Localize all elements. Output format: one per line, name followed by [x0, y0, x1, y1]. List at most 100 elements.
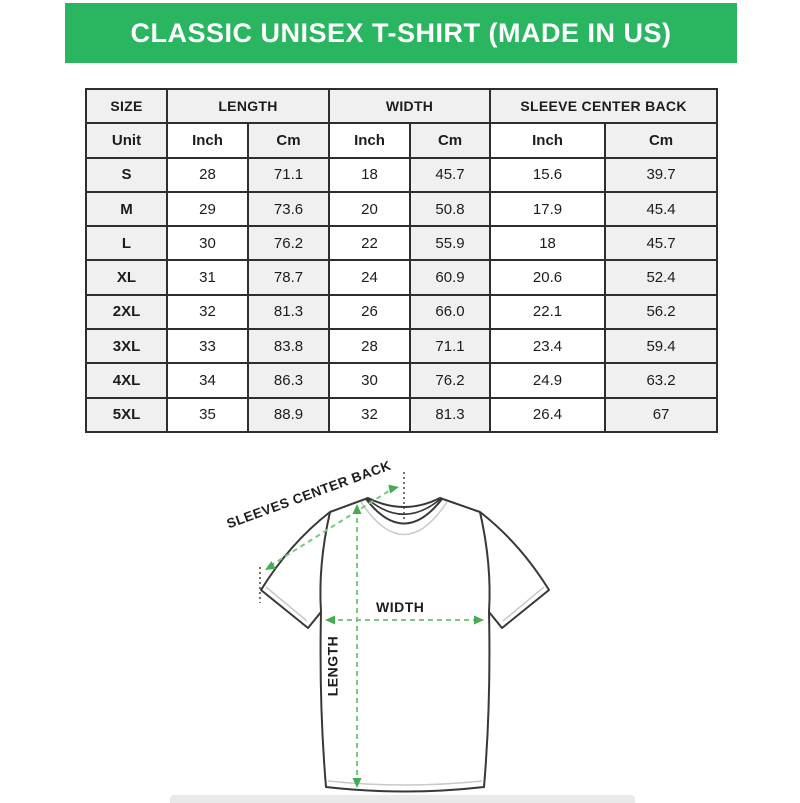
sleeve-cm-value: 63.2: [604, 362, 719, 399]
collar-back-shadow: [360, 501, 448, 536]
width-cm-value: 76.2: [409, 362, 492, 399]
length-cm-header: Cm: [246, 122, 331, 159]
size-chart-table-container: SIZE LENGTH WIDTH SLEEVE CENTER BACK Uni…: [85, 87, 719, 434]
width-arrowhead-right: [474, 615, 484, 625]
length-cm-value: 78.7: [246, 259, 331, 296]
col-header-length: LENGTH: [165, 87, 331, 125]
sleeve-cm-value: 67: [604, 396, 719, 434]
width-inch-value: 20: [328, 190, 412, 228]
sleeve-inch-value: 15.6: [489, 156, 607, 193]
sleeve-center-back-arrowhead-top: [388, 484, 399, 494]
sleeve-inch-value: 17.9: [489, 190, 607, 228]
length-inch-value: 35: [166, 396, 249, 434]
width-inch-value: 18: [328, 156, 412, 193]
width-cm-value: 50.8: [409, 190, 492, 228]
length-inch-value: 29: [166, 190, 249, 228]
collar-opening: [365, 498, 443, 525]
length-cm-value: 76.2: [246, 225, 331, 262]
table-row-2xl: 2XL 32 81.3 26 66.0 22.1 56.2: [85, 293, 719, 331]
col-header-size: SIZE: [85, 87, 168, 125]
sleeve-center-back-arrow-line: [269, 488, 393, 567]
sleeve-inch-value: 18: [489, 225, 607, 262]
width-inch-value: 30: [328, 362, 412, 399]
width-cm-value: 71.1: [409, 328, 492, 365]
sleeve-center-back-arrowhead-bottom: [265, 561, 276, 570]
tshirt-outline: [260, 497, 550, 793]
sleeve-inch-value: 24.9: [489, 362, 607, 399]
left-cuff-stitch-line: [265, 586, 308, 622]
sleeve-cm-value: 56.2: [604, 293, 719, 331]
size-label: 4XL: [85, 362, 168, 399]
length-cm-value: 88.9: [246, 396, 331, 434]
length-arrowhead-top: [352, 504, 362, 514]
width-inch-header: Inch: [328, 122, 412, 159]
table-group-header-row: SIZE LENGTH WIDTH SLEEVE CENTER BACK: [85, 87, 719, 125]
sleeve-cm-value: 45.7: [604, 225, 719, 262]
length-inch-header: Inch: [166, 122, 249, 159]
sleeve-cm-header: Cm: [604, 122, 719, 159]
length-label: LENGTH: [324, 635, 341, 697]
size-label: 5XL: [85, 396, 168, 434]
size-label: XL: [85, 259, 168, 296]
length-cm-value: 73.6: [246, 190, 331, 228]
length-inch-value: 31: [166, 259, 249, 296]
width-cm-header: Cm: [409, 122, 492, 159]
length-inch-value: 28: [166, 156, 249, 193]
size-chart-table: SIZE LENGTH WIDTH SLEEVE CENTER BACK Uni…: [85, 87, 719, 434]
sleeve-cm-value: 59.4: [604, 328, 719, 365]
length-cm-value: 71.1: [246, 156, 331, 193]
table-row-s: S 28 71.1 18 45.7 15.6 39.7: [85, 156, 719, 193]
sleeve-inch-value: 23.4: [489, 328, 607, 365]
right-armhole-seam: [479, 511, 491, 613]
size-label: 3XL: [85, 328, 168, 365]
length-arrowhead-bottom: [352, 778, 362, 788]
unit-header: Unit: [85, 122, 168, 159]
table-row-xl: XL 31 78.7 24 60.9 20.6 52.4: [85, 259, 719, 296]
table-unit-row: Unit Inch Cm Inch Cm Inch Cm: [85, 122, 719, 159]
width-inch-value: 26: [328, 293, 412, 331]
sleeve-inch-value: 26.4: [489, 396, 607, 434]
length-cm-value: 83.8: [246, 328, 331, 365]
length-cm-value: 81.3: [246, 293, 331, 331]
title-banner: CLASSIC UNISEX T-SHIRT (MADE IN US): [65, 3, 737, 63]
table-row-l: L 30 76.2 22 55.9 18 45.7: [85, 225, 719, 262]
col-header-sleeve-center-back: SLEEVE CENTER BACK: [489, 87, 719, 125]
width-cm-value: 66.0: [409, 293, 492, 331]
length-inch-value: 30: [166, 225, 249, 262]
next-section-edge: [170, 795, 635, 803]
size-label: 2XL: [85, 293, 168, 331]
sleeve-inch-header: Inch: [489, 122, 607, 159]
page-title: CLASSIC UNISEX T-SHIRT (MADE IN US): [130, 17, 672, 48]
hem-stitch-line: [327, 780, 483, 786]
col-header-width: WIDTH: [328, 87, 492, 125]
width-inch-value: 28: [328, 328, 412, 365]
length-cm-value: 86.3: [246, 362, 331, 399]
table-row-m: M 29 73.6 20 50.8 17.9 45.4: [85, 190, 719, 228]
length-inch-value: 34: [166, 362, 249, 399]
table-row-3xl: 3XL 33 83.8 28 71.1 23.4 59.4: [85, 328, 719, 365]
length-inch-value: 32: [166, 293, 249, 331]
size-label: S: [85, 156, 168, 193]
size-label: L: [85, 225, 168, 262]
width-cm-value: 60.9: [409, 259, 492, 296]
width-cm-value: 55.9: [409, 225, 492, 262]
tshirt-measurement-diagram: SLEEVES CENTER BACK WIDTH LENGTH: [180, 455, 630, 800]
sleeve-cm-value: 39.7: [604, 156, 719, 193]
width-arrowhead-left: [325, 615, 335, 625]
sleeve-inch-value: 20.6: [489, 259, 607, 296]
width-inch-value: 22: [328, 225, 412, 262]
tshirt-illustration: [259, 472, 550, 793]
table-row-5xl: 5XL 35 88.9 32 81.3 26.4 67: [85, 396, 719, 434]
width-label: WIDTH: [376, 599, 425, 615]
width-cm-value: 81.3: [409, 396, 492, 434]
sleeve-cm-value: 45.4: [604, 190, 719, 228]
width-cm-value: 45.7: [409, 156, 492, 193]
sleeve-inch-value: 22.1: [489, 293, 607, 331]
size-label: M: [85, 190, 168, 228]
length-inch-value: 33: [166, 328, 249, 365]
width-inch-value: 24: [328, 259, 412, 296]
collar-band-top: [366, 497, 442, 516]
right-cuff-stitch-line: [502, 586, 545, 622]
width-inch-value: 32: [328, 396, 412, 434]
sleeve-cm-value: 52.4: [604, 259, 719, 296]
